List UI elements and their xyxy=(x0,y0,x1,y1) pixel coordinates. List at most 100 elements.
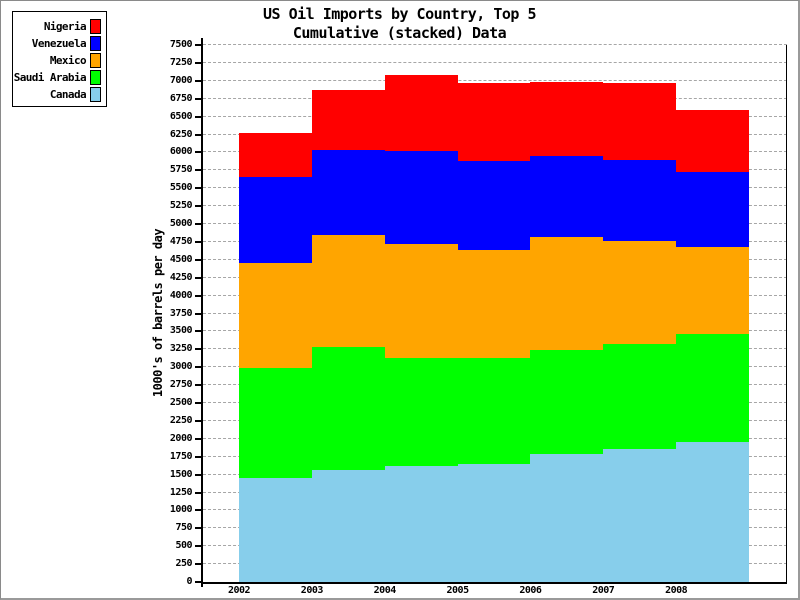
area-segment-saudi-arabia-2006 xyxy=(530,350,603,454)
y-tick xyxy=(195,348,202,351)
legend-item-canada: Canada xyxy=(13,86,106,103)
area-segment-canada-2006 xyxy=(530,454,603,582)
legend-item-nigeria: Nigeria xyxy=(13,18,106,35)
area-segment-mexico-2003 xyxy=(312,235,385,347)
y-tick-label: 2500 xyxy=(169,397,193,408)
x-tick-label-2005: 2005 xyxy=(446,585,470,596)
y-tick xyxy=(195,205,202,208)
legend-label: Canada xyxy=(49,88,87,101)
y-tick xyxy=(195,258,202,261)
x-tick-label-2004: 2004 xyxy=(373,585,397,596)
x-tick-label-2008: 2008 xyxy=(665,585,688,596)
y-tick-label: 250 xyxy=(175,558,192,570)
y-tick-label: 4500 xyxy=(169,253,193,265)
area-segment-mexico-2002 xyxy=(239,263,312,368)
area-segment-canada-2002 xyxy=(239,478,312,582)
chart-title-line1: US Oil Imports by Country, Top 5 xyxy=(263,5,536,23)
legend-swatch-nigeria xyxy=(90,19,101,34)
y-tick-label: 500 xyxy=(175,540,192,552)
area-segment-canada-2003 xyxy=(312,470,385,582)
legend-label: Mexico xyxy=(49,54,87,67)
x-tick-label-2007: 2007 xyxy=(592,585,615,596)
area-segment-saudi-arabia-2008 xyxy=(676,334,749,442)
area-segment-mexico-2006 xyxy=(530,237,603,350)
y-tick-label: 5250 xyxy=(169,200,193,212)
legend-item-mexico: Mexico xyxy=(13,52,106,69)
y-tick-label: 6000 xyxy=(169,146,193,158)
y-tick xyxy=(195,44,202,46)
y-tick-label: 5750 xyxy=(169,164,193,176)
area-segment-venezuela-2008 xyxy=(676,172,749,247)
y-tick xyxy=(195,419,202,422)
y-tick xyxy=(195,491,202,494)
area-segment-saudi-arabia-2002 xyxy=(239,368,312,478)
x-tick-label-2006: 2006 xyxy=(519,585,542,596)
y-tick-label: 6750 xyxy=(169,92,193,104)
y-tick-label: 1000 xyxy=(169,504,193,516)
area-segment-nigeria-2002 xyxy=(239,133,312,177)
y-tick-label: 3750 xyxy=(169,307,193,319)
legend-swatch-canada xyxy=(90,87,101,102)
area-segment-canada-2005 xyxy=(458,464,530,582)
area-segment-mexico-2004 xyxy=(385,244,458,358)
legend-swatch-venezuela xyxy=(90,36,101,51)
area-segment-mexico-2008 xyxy=(676,247,749,334)
y-tick-label: 3500 xyxy=(169,325,193,337)
y-tick-label: 2750 xyxy=(169,379,193,391)
y-tick-label: 1500 xyxy=(169,468,193,480)
y-tick xyxy=(195,384,202,387)
x-axis-line xyxy=(201,582,787,584)
y-tick-label: 6500 xyxy=(169,110,193,122)
area-segment-canada-2007 xyxy=(603,449,676,582)
area-segment-canada-2004 xyxy=(385,466,458,582)
area-segment-mexico-2007 xyxy=(603,241,676,344)
area-segment-nigeria-2006 xyxy=(530,82,603,156)
y-tick xyxy=(195,330,202,333)
y-tick xyxy=(195,545,202,548)
y-tick-label: 2000 xyxy=(169,432,193,444)
y-tick xyxy=(195,437,202,440)
y-tick-label: 4000 xyxy=(169,289,193,301)
x-tick-label-2003: 2003 xyxy=(300,585,324,596)
y-tick xyxy=(195,187,202,190)
y-tick xyxy=(195,276,202,279)
y-tick xyxy=(195,294,202,297)
y-tick xyxy=(195,527,202,530)
legend-item-venezuela: Venezuela xyxy=(13,35,106,52)
area-segment-saudi-arabia-2005 xyxy=(458,358,530,464)
y-tick xyxy=(195,133,202,136)
area-segment-nigeria-2005 xyxy=(458,83,530,161)
area-segment-venezuela-2006 xyxy=(530,156,603,237)
y-tick xyxy=(195,97,202,100)
y-tick xyxy=(195,151,202,154)
chart-title-line2: Cumulative (stacked) Data xyxy=(292,24,507,42)
area-segment-mexico-2005 xyxy=(458,250,530,358)
area-segment-venezuela-2007 xyxy=(603,160,676,241)
y-tick-label: 7000 xyxy=(169,74,193,86)
area-segment-saudi-arabia-2003 xyxy=(312,347,385,470)
y-tick xyxy=(195,223,202,225)
y-axis-line xyxy=(201,38,203,587)
y-tick xyxy=(195,509,202,512)
legend-box: Nigeria Venezuela Mexico Saudi Arabia Canada xyxy=(12,11,107,107)
y-tick-label: 5500 xyxy=(169,182,193,194)
legend-swatch-mexico xyxy=(90,53,101,68)
y-tick xyxy=(195,312,202,315)
legend-item-saudi-arabia: Saudi Arabia xyxy=(13,69,106,86)
y-tick-label: 3000 xyxy=(169,361,193,373)
area-segment-nigeria-2008 xyxy=(676,110,749,172)
y-tick-label: 6250 xyxy=(169,128,193,140)
y-tick-label: 2250 xyxy=(169,414,193,426)
area-segment-saudi-arabia-2004 xyxy=(385,358,458,466)
legend-label: Venezuela xyxy=(31,37,87,50)
area-segment-venezuela-2004 xyxy=(385,151,458,244)
gridline-7250 xyxy=(203,61,787,63)
y-tick xyxy=(195,473,202,476)
plot-area xyxy=(203,44,787,582)
y-tick-label: 4250 xyxy=(169,271,193,283)
area-segment-venezuela-2002 xyxy=(239,177,312,263)
y-tick xyxy=(195,240,202,243)
legend-label: Nigeria xyxy=(43,20,87,33)
y-tick xyxy=(195,366,202,369)
y-tick-label: 7500 xyxy=(169,39,193,50)
